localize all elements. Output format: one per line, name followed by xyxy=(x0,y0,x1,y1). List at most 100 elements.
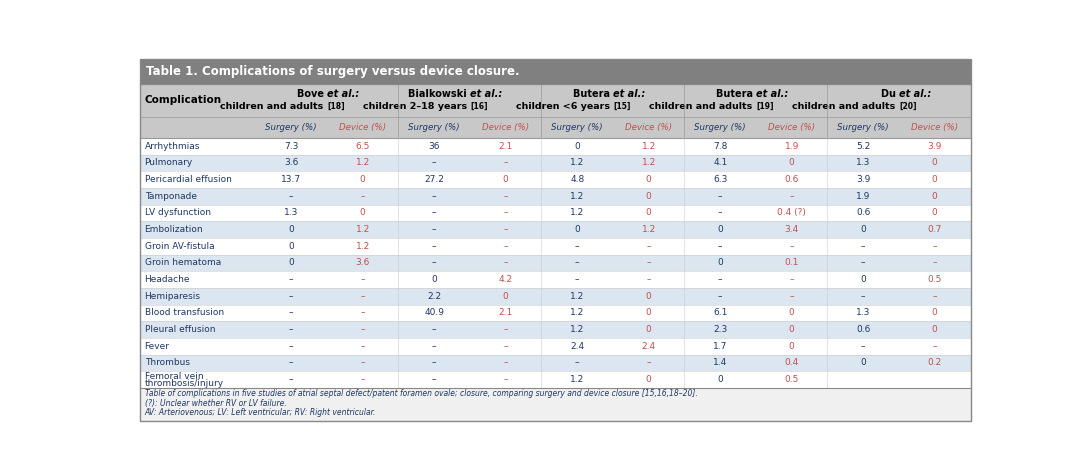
Text: Femoral vein: Femoral vein xyxy=(145,372,204,381)
Text: Bialkowski et al.:: Bialkowski et al.: xyxy=(422,88,518,99)
Bar xyxy=(140,338,970,355)
Text: 1.4: 1.4 xyxy=(713,359,728,368)
Text: 5.2: 5.2 xyxy=(857,142,871,151)
Text: –: – xyxy=(289,192,293,201)
Text: 1.2: 1.2 xyxy=(570,325,585,334)
Text: 0: 0 xyxy=(645,308,652,317)
Text: [16]: [16] xyxy=(470,102,487,111)
Text: children and adults: children and adults xyxy=(221,102,327,111)
Text: –: – xyxy=(361,325,365,334)
Text: 1.3: 1.3 xyxy=(856,308,871,317)
Text: –: – xyxy=(575,359,579,368)
Text: –: – xyxy=(504,209,508,218)
Text: 4.2: 4.2 xyxy=(498,275,512,284)
Text: 0: 0 xyxy=(788,158,795,167)
Text: 0: 0 xyxy=(717,258,723,267)
Text: 1.7: 1.7 xyxy=(713,342,728,351)
Text: 0.2: 0.2 xyxy=(928,359,942,368)
Text: 6.5: 6.5 xyxy=(355,142,370,151)
Text: –: – xyxy=(647,258,651,267)
Text: –: – xyxy=(790,242,794,251)
Text: et al.:: et al.: xyxy=(899,88,931,99)
Text: 7.8: 7.8 xyxy=(713,142,728,151)
Text: –: – xyxy=(504,359,508,368)
Text: 1.2: 1.2 xyxy=(570,292,585,301)
Bar xyxy=(140,238,970,255)
Text: (?): Unclear whether RV or LV failure.: (?): Unclear whether RV or LV failure. xyxy=(145,399,286,408)
Text: –: – xyxy=(504,225,508,234)
Text: Embolization: Embolization xyxy=(145,225,204,234)
Text: –: – xyxy=(932,242,937,251)
Text: 2.1: 2.1 xyxy=(498,142,513,151)
Text: 0.5: 0.5 xyxy=(927,275,942,284)
Text: 0: 0 xyxy=(931,209,938,218)
Text: Arrhythmias: Arrhythmias xyxy=(145,142,200,151)
Text: –: – xyxy=(504,258,508,267)
Text: –: – xyxy=(718,192,722,201)
Text: et al.:: et al.: xyxy=(327,88,360,99)
Text: 0: 0 xyxy=(645,175,652,184)
Text: –: – xyxy=(790,275,794,284)
Text: Du et al.:: Du et al.: xyxy=(874,88,925,99)
Text: 3.6: 3.6 xyxy=(284,158,298,167)
Text: –: – xyxy=(861,258,865,267)
Text: –: – xyxy=(289,342,293,351)
Text: Headache: Headache xyxy=(145,275,191,284)
Bar xyxy=(140,59,970,84)
Text: Blood transfusion: Blood transfusion xyxy=(145,308,224,317)
Text: 0.5: 0.5 xyxy=(784,375,799,384)
Text: children and adults: children and adults xyxy=(650,102,756,111)
Text: 0: 0 xyxy=(931,158,938,167)
Text: –: – xyxy=(647,359,651,368)
Text: –: – xyxy=(432,325,436,334)
Bar xyxy=(140,304,970,321)
Text: et al.:: et al.: xyxy=(613,88,645,99)
Text: 0: 0 xyxy=(860,275,866,284)
Text: children and adults: children and adults xyxy=(793,102,899,111)
Text: Butera et al.:: Butera et al.: xyxy=(576,88,650,99)
Bar xyxy=(140,221,970,238)
Text: –: – xyxy=(432,375,436,384)
Text: Bove: Bove xyxy=(297,88,327,99)
Text: 1.2: 1.2 xyxy=(570,209,585,218)
Text: –: – xyxy=(289,325,293,334)
Text: [18]: [18] xyxy=(327,102,344,111)
Text: 0: 0 xyxy=(645,375,652,384)
Text: Butera et al.:: Butera et al.: xyxy=(719,88,793,99)
Text: 1.2: 1.2 xyxy=(570,192,585,201)
Text: AV: Arteriovenous; LV: Left ventricular; RV: Right ventricular.: AV: Arteriovenous; LV: Left ventricular;… xyxy=(145,408,376,417)
Text: 1.9: 1.9 xyxy=(856,192,871,201)
Text: 27.2: 27.2 xyxy=(425,175,444,184)
Text: –: – xyxy=(289,292,293,301)
Text: Tamponade: Tamponade xyxy=(145,192,197,201)
Text: –: – xyxy=(647,275,651,284)
Text: 1.2: 1.2 xyxy=(570,158,585,167)
Text: 0: 0 xyxy=(645,209,652,218)
Text: LV dysfunction: LV dysfunction xyxy=(145,209,210,218)
Text: 1.2: 1.2 xyxy=(570,308,585,317)
Text: –: – xyxy=(432,158,436,167)
Text: –: – xyxy=(504,375,508,384)
Text: Table 1. Complications of surgery versus device closure.: Table 1. Complications of surgery versus… xyxy=(146,65,520,78)
Text: Surgery (%): Surgery (%) xyxy=(837,123,889,132)
Text: 1.2: 1.2 xyxy=(570,375,585,384)
Text: 36: 36 xyxy=(429,142,440,151)
Text: Hemiparesis: Hemiparesis xyxy=(145,292,200,301)
Text: Surgery (%): Surgery (%) xyxy=(694,123,746,132)
Text: Surgery (%): Surgery (%) xyxy=(265,123,317,132)
Text: Complication: Complication xyxy=(145,95,222,105)
Text: 0: 0 xyxy=(288,242,293,251)
Bar xyxy=(140,288,970,304)
Text: –: – xyxy=(504,325,508,334)
Text: 0: 0 xyxy=(717,375,723,384)
Text: Groin hematoma: Groin hematoma xyxy=(145,258,221,267)
Text: 0.6: 0.6 xyxy=(856,325,871,334)
Text: [19]: [19] xyxy=(756,102,773,111)
Text: 0: 0 xyxy=(503,292,509,301)
Text: Bove et al.:: Bove et al.: xyxy=(296,88,358,99)
Text: 2.3: 2.3 xyxy=(713,325,728,334)
Text: [15]: [15] xyxy=(613,102,630,111)
Text: Table of complications in five studies of atrial septal defect/patent foramen ov: Table of complications in five studies o… xyxy=(145,389,697,398)
Bar xyxy=(140,371,970,388)
Bar xyxy=(140,188,970,205)
